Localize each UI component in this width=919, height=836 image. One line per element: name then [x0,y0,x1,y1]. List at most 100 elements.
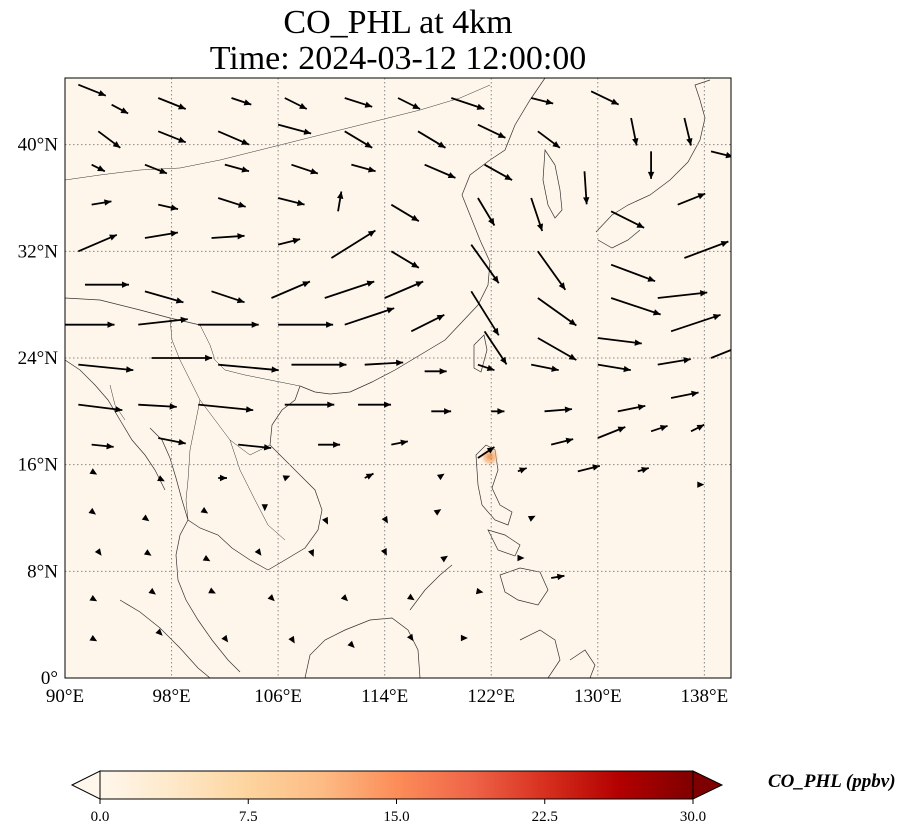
wind-vector [284,401,335,408]
wind-vector-head [104,199,112,206]
wind-vector [530,197,544,232]
wind-vector-head [347,640,355,648]
lon-tick-label: 130°E [574,686,622,707]
wind-vector-head [89,634,98,642]
wind-vector [261,504,268,512]
wind-vector [238,443,272,451]
wind-vector [284,97,308,110]
wind-vector-head [568,318,577,326]
wind-vector-head [647,171,655,179]
wind-vector-head [634,339,642,346]
wind-vector [148,587,156,595]
wind-vector-shaft [657,291,708,299]
wind-vector-head [406,633,414,642]
wind-vector-head [180,316,188,324]
wind-vector [157,475,165,482]
wind-vector [344,307,395,326]
wind-vector [218,474,227,482]
wind-vector-head [683,357,691,364]
wind-vector-head [88,507,97,515]
lon-tick-label: 122°E [467,686,515,707]
wind-vector-head [208,587,216,594]
wind-vector [390,250,420,269]
wind-vector-shaft [138,318,188,326]
wind-vector [144,230,179,239]
wind-vector [94,548,102,556]
wind-vector-head [632,138,639,146]
wind-vector-head [175,297,184,304]
wind-vector [544,406,573,413]
wind-vector-head [219,474,227,482]
wind-vector [97,130,121,149]
wind-vector-head [367,230,376,237]
wind-vector-head [492,327,499,336]
wind-vector [477,446,495,459]
wind-vector-head [415,281,424,288]
wind-vector [384,280,424,299]
wind-vector [670,313,721,333]
wind-vector [537,337,577,361]
wind-vector [670,390,699,399]
wind-vector-shaft [78,363,134,372]
wind-vector-head [327,401,335,408]
wind-vector [436,473,445,481]
wind-vector [84,281,129,288]
wind-vector-head [263,444,272,451]
wind-vector-head [157,475,165,482]
wind-vector [527,515,536,522]
longitude-axis: 90°E 98°E 106°E 114°E 122°E 130°E 138°E [46,686,728,707]
wind-vector-head [610,98,619,105]
wind-vector-head [364,141,373,148]
wind-vector-shaft [344,307,395,326]
wind-vector-head [302,281,310,288]
wind-vector-head [292,237,301,244]
wind-vector-head [178,103,186,110]
lon-tick-label: 114°E [361,686,408,707]
wind-vector-head [720,240,729,247]
latitude-axis: 0° 8°N 16°N 24°N 32°N 40°N [18,135,59,689]
wind-vector [231,97,252,106]
wind-vector [138,316,188,326]
wind-vector [340,594,349,602]
wind-vector [406,633,414,642]
wind-vector-head [94,548,102,556]
wind-vector [291,163,319,175]
wind-vector [417,130,446,149]
wind-vector-shaft [537,297,577,327]
wind-vector-head [659,425,668,432]
wind-vector [475,587,484,595]
wind-vector [364,472,374,480]
wind-vector [217,197,246,208]
wind-vector-shaft [470,244,500,284]
wind-vector [65,321,115,328]
wind-vector-head [288,635,295,644]
wind-vector [710,150,731,159]
co-hotspot [479,446,500,467]
wind-vector [282,475,291,482]
wind-vector-head [697,481,705,488]
wind-vector-shaft [218,363,279,372]
wind-vector [537,250,567,291]
wind-vector-head [447,172,456,179]
wind-vector [530,97,554,105]
wind-vector [684,240,729,259]
wind-vector-head [333,441,341,448]
wind-vector [78,403,123,413]
lat-tick-label: 8°N [27,561,58,582]
wind-vector-shaft [610,297,661,316]
wind-vector-head [476,103,485,110]
wind-vector [318,441,341,448]
wind-vector [470,290,500,336]
wind-vector-head [112,141,121,148]
colorbar-gradient [99,770,694,800]
wind-vector [364,359,404,367]
wind-vector [690,423,705,433]
wind-vector [344,130,373,149]
wind-vector-head [364,101,373,108]
wind-vector [202,554,211,562]
wind-vector-head [486,447,495,454]
wind-vector [517,467,527,474]
wind-vector-shaft [537,337,577,361]
wind-vector-head [411,261,419,268]
wind-vector-head [267,594,275,602]
